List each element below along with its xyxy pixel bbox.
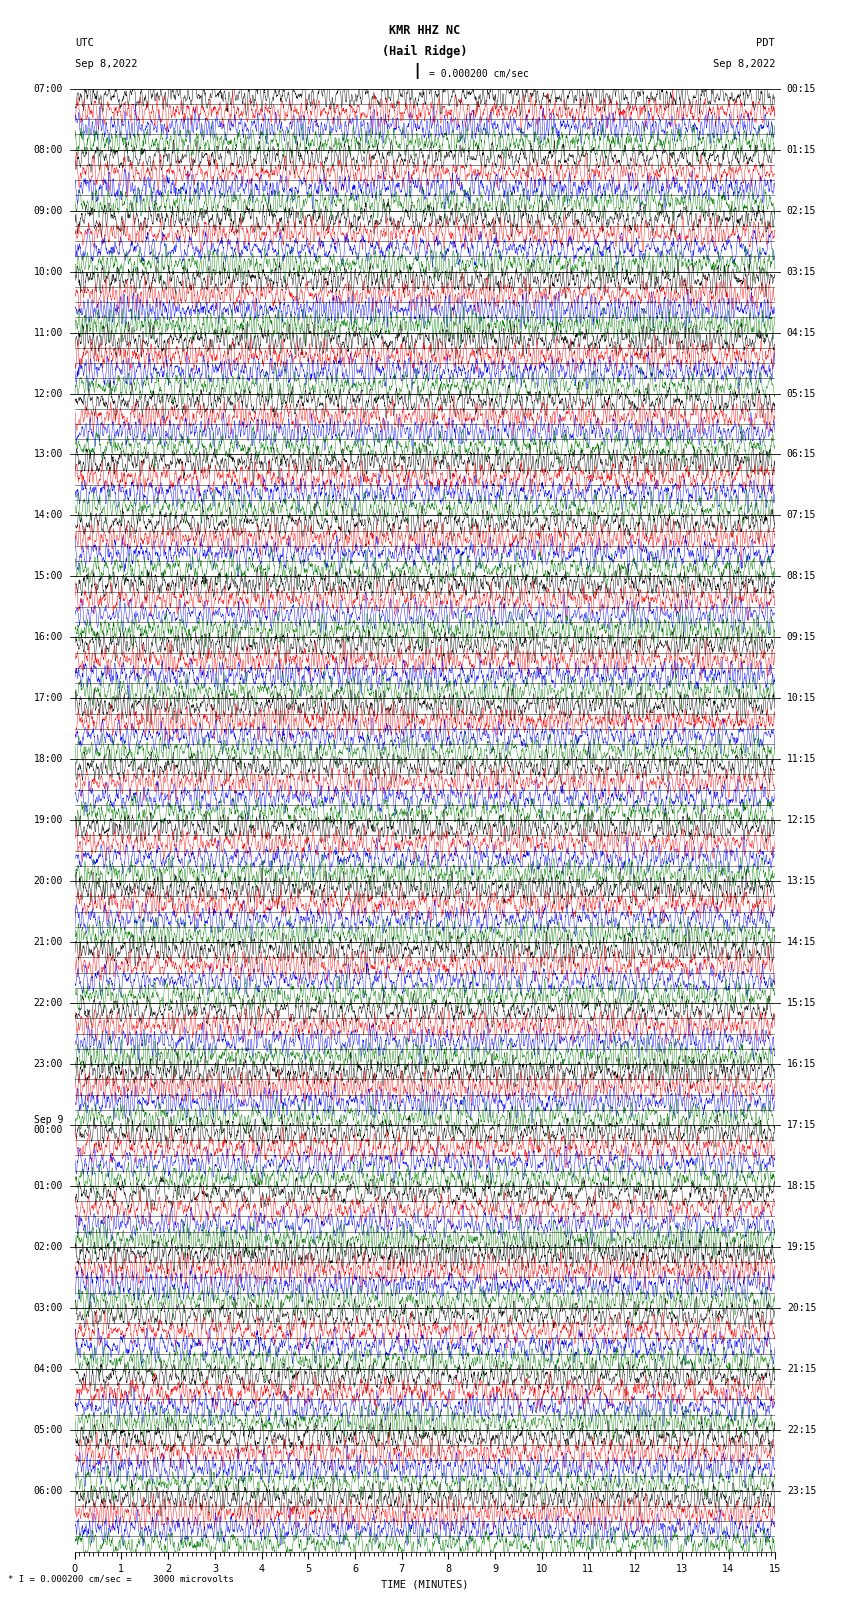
Text: 20:00: 20:00 — [34, 876, 63, 886]
Text: 02:15: 02:15 — [787, 205, 816, 216]
Text: 19:15: 19:15 — [787, 1242, 816, 1252]
Text: 18:00: 18:00 — [34, 755, 63, 765]
Text: 23:15: 23:15 — [787, 1486, 816, 1495]
Text: 14:00: 14:00 — [34, 510, 63, 521]
Text: 16:00: 16:00 — [34, 632, 63, 642]
Text: * I = 0.000200 cm/sec =    3000 microvolts: * I = 0.000200 cm/sec = 3000 microvolts — [8, 1574, 235, 1584]
Text: 07:00: 07:00 — [34, 84, 63, 94]
Text: 19:00: 19:00 — [34, 815, 63, 826]
X-axis label: TIME (MINUTES): TIME (MINUTES) — [382, 1579, 468, 1589]
Text: 02:00: 02:00 — [34, 1242, 63, 1252]
Text: 15:15: 15:15 — [787, 998, 816, 1008]
Text: 23:00: 23:00 — [34, 1060, 63, 1069]
Text: 01:00: 01:00 — [34, 1181, 63, 1190]
Text: 17:15: 17:15 — [787, 1119, 816, 1131]
Text: 21:15: 21:15 — [787, 1365, 816, 1374]
Text: KMR HHZ NC: KMR HHZ NC — [389, 24, 461, 37]
Text: 10:15: 10:15 — [787, 694, 816, 703]
Text: 13:15: 13:15 — [787, 876, 816, 886]
Text: 05:15: 05:15 — [787, 389, 816, 398]
Text: 03:00: 03:00 — [34, 1303, 63, 1313]
Text: Sep 9: Sep 9 — [34, 1116, 63, 1126]
Text: (Hail Ridge): (Hail Ridge) — [382, 45, 468, 58]
Text: 00:00: 00:00 — [34, 1124, 63, 1134]
Text: 11:00: 11:00 — [34, 327, 63, 337]
Text: 01:15: 01:15 — [787, 145, 816, 155]
Text: 07:15: 07:15 — [787, 510, 816, 521]
Text: 03:15: 03:15 — [787, 266, 816, 276]
Text: 00:15: 00:15 — [787, 84, 816, 94]
Text: 12:00: 12:00 — [34, 389, 63, 398]
Text: 04:00: 04:00 — [34, 1365, 63, 1374]
Text: 06:00: 06:00 — [34, 1486, 63, 1495]
Text: 06:15: 06:15 — [787, 450, 816, 460]
Text: 09:00: 09:00 — [34, 205, 63, 216]
Text: 08:00: 08:00 — [34, 145, 63, 155]
Text: 12:15: 12:15 — [787, 815, 816, 826]
Text: Sep 8,2022: Sep 8,2022 — [75, 60, 138, 69]
Text: |: | — [412, 63, 421, 79]
Text: PDT: PDT — [756, 39, 775, 48]
Text: 16:15: 16:15 — [787, 1060, 816, 1069]
Text: 22:15: 22:15 — [787, 1424, 816, 1436]
Text: UTC: UTC — [75, 39, 94, 48]
Text: 17:00: 17:00 — [34, 694, 63, 703]
Text: 04:15: 04:15 — [787, 327, 816, 337]
Text: 09:15: 09:15 — [787, 632, 816, 642]
Text: Sep 8,2022: Sep 8,2022 — [712, 60, 775, 69]
Text: 13:00: 13:00 — [34, 450, 63, 460]
Text: 05:00: 05:00 — [34, 1424, 63, 1436]
Text: = 0.000200 cm/sec: = 0.000200 cm/sec — [429, 69, 529, 79]
Text: 11:15: 11:15 — [787, 755, 816, 765]
Text: 18:15: 18:15 — [787, 1181, 816, 1190]
Text: 15:00: 15:00 — [34, 571, 63, 581]
Text: 21:00: 21:00 — [34, 937, 63, 947]
Text: 08:15: 08:15 — [787, 571, 816, 581]
Text: 22:00: 22:00 — [34, 998, 63, 1008]
Text: 10:00: 10:00 — [34, 266, 63, 276]
Text: 14:15: 14:15 — [787, 937, 816, 947]
Text: 20:15: 20:15 — [787, 1303, 816, 1313]
